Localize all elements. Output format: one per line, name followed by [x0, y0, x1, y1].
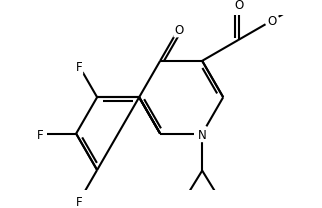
Text: N: N — [198, 129, 206, 142]
Text: F: F — [37, 129, 44, 142]
Text: O: O — [174, 24, 183, 37]
Text: O: O — [268, 15, 277, 28]
Text: F: F — [76, 196, 82, 208]
Text: F: F — [76, 61, 82, 74]
Text: O: O — [234, 0, 243, 12]
